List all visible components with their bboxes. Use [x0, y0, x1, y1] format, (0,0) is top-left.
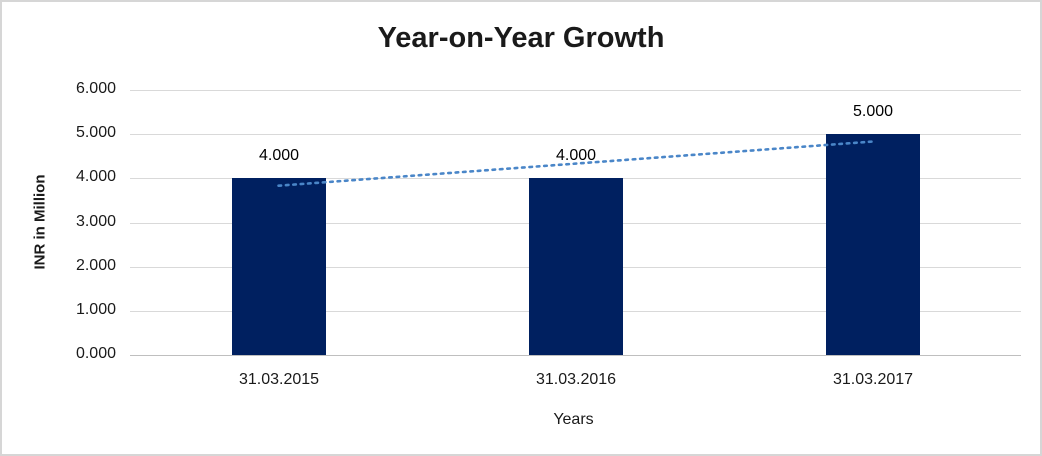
bar-value-label: 4.000 [555, 147, 597, 164]
x-tick-label: 31.03.2016 [535, 371, 617, 388]
x-axis-title: Years [553, 411, 594, 428]
bar-value-label: 5.000 [852, 103, 894, 120]
y-tick-label: 2.000 [75, 257, 116, 274]
gridline [130, 134, 1021, 135]
x-tick-label: 31.03.2017 [832, 371, 914, 388]
y-tick-label: 3.000 [75, 213, 116, 230]
gridline [130, 90, 1021, 91]
bar [232, 178, 326, 355]
y-tick-label: 0.000 [75, 345, 116, 362]
bar [529, 178, 623, 355]
bar [826, 134, 920, 355]
chart-title: Year-on-Year Growth [377, 22, 665, 54]
x-tick-label: 31.03.2015 [238, 371, 320, 388]
y-tick-label: 6.000 [75, 80, 116, 97]
y-tick-label: 5.000 [75, 124, 116, 141]
y-tick-label: 1.000 [75, 301, 116, 318]
x-axis-line [130, 355, 1021, 356]
y-tick-label: 4.000 [75, 168, 116, 185]
bar-value-label: 4.000 [258, 147, 300, 164]
